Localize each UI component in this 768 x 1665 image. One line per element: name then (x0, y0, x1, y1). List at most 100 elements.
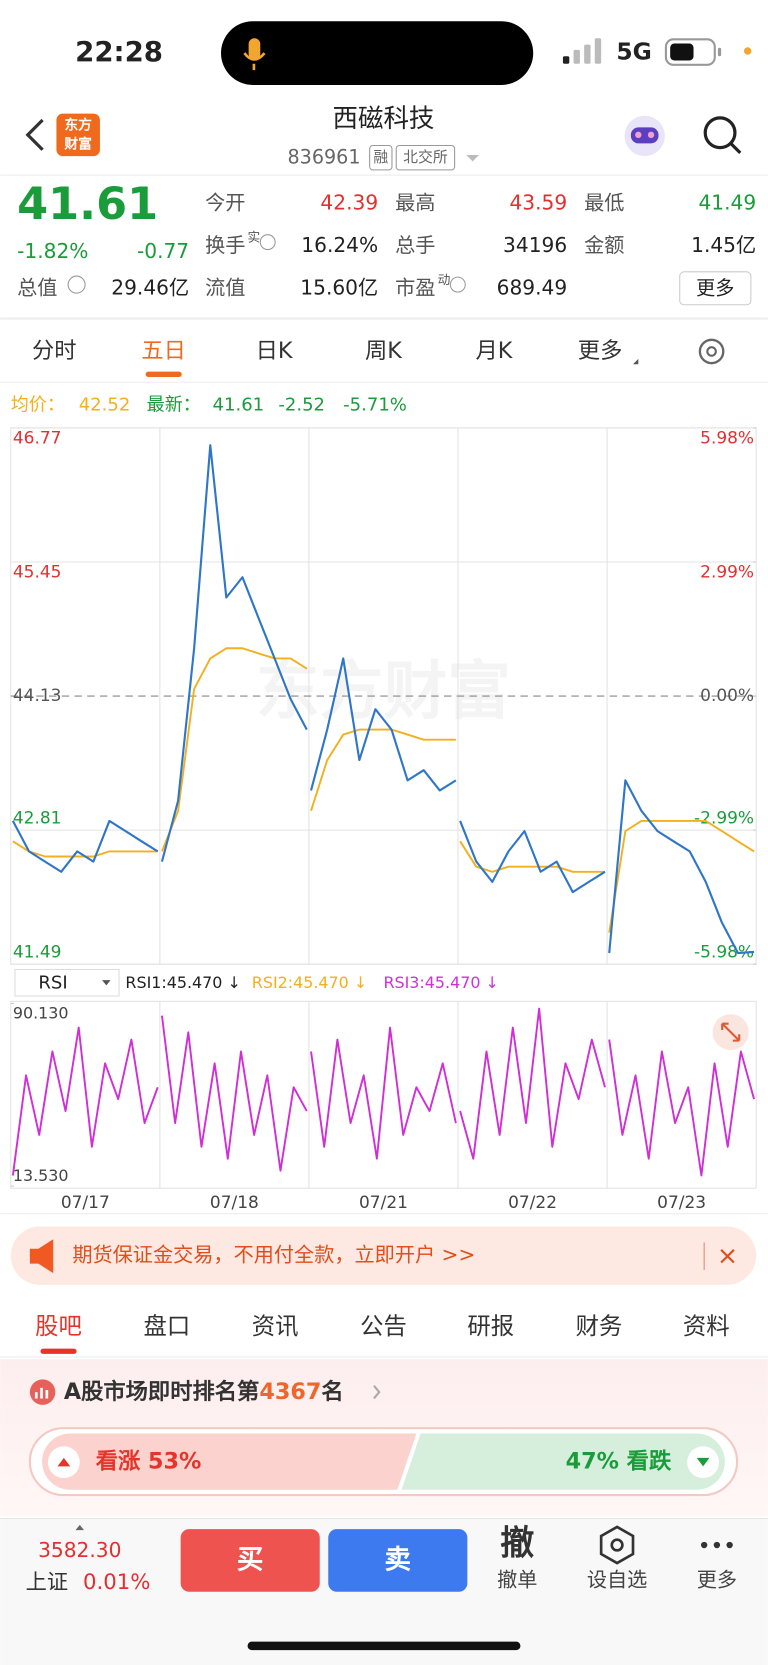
settings-icon[interactable] (698, 338, 725, 365)
close-button[interactable] (720, 1249, 735, 1264)
rsi-line (161, 1015, 308, 1172)
indicator-selector[interactable] (14, 968, 120, 997)
ranking-text[interactable]: A股市场即时排名第4367名 (64, 1378, 344, 1405)
ad-banner[interactable] (10, 1226, 757, 1285)
watchlist-icon[interactable] (599, 1525, 635, 1565)
change-pct: -1.82% (17, 239, 88, 263)
avg-line (608, 819, 755, 933)
info-icon[interactable] (67, 275, 86, 294)
rsi-label: RSI3:45.470 ↓ (383, 973, 498, 992)
stat-label: 总手 (395, 233, 435, 257)
rsi-line (608, 1039, 755, 1177)
tab[interactable]: 更多 (578, 338, 623, 364)
stat-value: 42.39 (320, 190, 378, 214)
y2-tick-label: 0.00% (700, 686, 754, 706)
home-indicator (247, 1641, 521, 1651)
legend-value: 42.52 (79, 395, 131, 416)
info-icon[interactable] (259, 234, 276, 251)
stat-label: 今开 (205, 190, 245, 214)
sentiment-up: 看涨 53% (96, 1449, 202, 1475)
expand-button[interactable] (712, 1014, 749, 1051)
price-line (160, 444, 308, 862)
legend-value: -2.52 (278, 395, 325, 416)
rsi-label: RSI1:45.470 ↓ (125, 973, 240, 992)
sentiment-down-area[interactable] (401, 1433, 725, 1490)
rsi-chart: 90.130 13.530 (10, 1000, 757, 1189)
legend-label: 均价： (11, 395, 65, 416)
network: 5G (616, 38, 651, 66)
megaphone-icon (29, 1239, 54, 1274)
avg-line (310, 728, 456, 812)
action-label[interactable]: 更多 (697, 1568, 737, 1592)
back-button[interactable] (25, 118, 44, 151)
section-tab[interactable]: 盘口 (143, 1312, 190, 1340)
ranking-rank: 4367 (259, 1379, 321, 1405)
rsi-line (11, 1026, 159, 1176)
indicator-selector-label: RSI (38, 972, 67, 993)
sentiment-up-area[interactable] (42, 1433, 417, 1490)
avg-line (459, 840, 605, 873)
index-value[interactable]: 3582.30 (38, 1538, 121, 1562)
y2-tick-label: -5.98% (694, 942, 754, 962)
tab-indicator (145, 371, 182, 377)
search-icon[interactable] (703, 116, 737, 150)
avg-line (161, 647, 308, 852)
more-button[interactable] (679, 271, 752, 306)
rsi-label: RSI2:45.470 ↓ (252, 973, 367, 992)
x-tick-label: 07/17 (61, 1193, 110, 1213)
price-line (310, 657, 457, 792)
x-tick-label: 07/21 (359, 1193, 408, 1213)
dropdown-arrow (633, 358, 639, 365)
y-tick-label: 42.81 (13, 808, 62, 828)
section-tab[interactable]: 股吧 (35, 1312, 82, 1340)
logo[interactable] (56, 113, 100, 157)
battery (664, 38, 716, 66)
assistant-avatar[interactable] (624, 115, 665, 157)
info-icon[interactable] (449, 276, 466, 293)
y-tick-label: 46.77 (13, 429, 62, 449)
buy-button[interactable] (180, 1529, 320, 1592)
sell-button[interactable] (328, 1529, 468, 1592)
section-tab[interactable]: 研报 (467, 1312, 514, 1340)
more-button-label: 更多 (696, 276, 734, 299)
x-tick-label: 07/23 (657, 1193, 706, 1213)
chart-legend: 均价： 42.52 最新： 41.61 -2.52 -5.71% (11, 395, 407, 416)
stock-code: 836961 (288, 146, 361, 169)
stat-label: 最高 (395, 190, 435, 214)
tag-box (395, 144, 456, 171)
legend-value: 41.61 (213, 395, 265, 416)
buy-label: 买 (237, 1544, 264, 1575)
action-label[interactable]: 设自选 (587, 1568, 647, 1592)
tab[interactable]: 周K (365, 338, 403, 364)
section-tabs: 股吧 盘口 资讯 公告 研报 财务 资料 (35, 1312, 730, 1354)
y2-tick-label: 2.99% (700, 563, 754, 583)
section-tab[interactable]: 资料 (683, 1312, 730, 1340)
action-label[interactable]: 撤单 (497, 1568, 537, 1592)
y-tick-label: 44.13 (13, 686, 62, 706)
x-tick-label: 07/18 (210, 1193, 259, 1213)
sell-label: 卖 (385, 1544, 412, 1575)
more-icon[interactable] (700, 1541, 733, 1549)
tab[interactable]: 五日 (141, 338, 186, 364)
tabs: 分时 五日 日K 周K 月K 更多 (32, 338, 639, 377)
section-tab[interactable]: 公告 (360, 1312, 407, 1340)
search-icon (729, 142, 742, 155)
y2-tick-label: 5.98% (700, 429, 754, 449)
section-tab[interactable]: 资讯 (252, 1312, 299, 1340)
dynamic-island (221, 21, 534, 85)
stat-label: 市盈 (395, 275, 435, 299)
legend-value: -5.71% (343, 395, 407, 416)
index-arrow (75, 1524, 85, 1531)
privacy-dot (743, 47, 752, 55)
cancel-icon[interactable]: 撤 (500, 1524, 534, 1564)
stat-value: 1.45亿 (691, 233, 756, 257)
tab[interactable]: 月K (475, 338, 513, 364)
stock-name: 西磁科技 (333, 104, 435, 134)
tab[interactable]: 日K (256, 338, 294, 364)
section-tab[interactable]: 财务 (576, 1312, 623, 1340)
tab[interactable]: 分时 (32, 338, 77, 364)
rsi-line (459, 1007, 606, 1160)
stat-value: 16.24% (301, 233, 378, 257)
dropdown-arrow[interactable] (466, 155, 480, 162)
stat-value: 41.49 (698, 190, 756, 214)
